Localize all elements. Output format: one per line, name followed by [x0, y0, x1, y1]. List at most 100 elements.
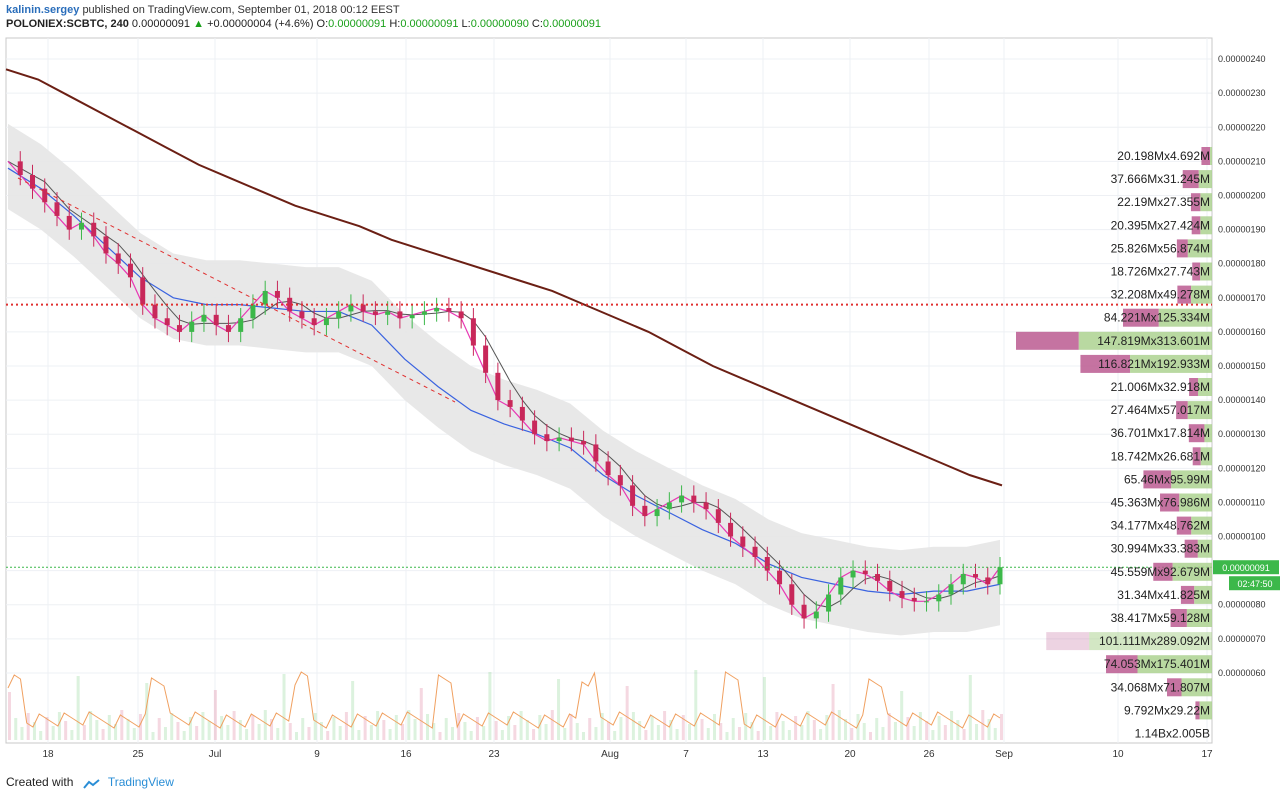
candle-body [752, 546, 758, 557]
x-tick-label: 25 [132, 749, 144, 760]
volume-bar [282, 674, 286, 740]
volume-profile-bar-buy [1194, 585, 1212, 604]
volume-profile-label: 101.111Mx289.092M [1099, 634, 1210, 648]
volume-bar [432, 723, 436, 740]
volume-bar [301, 718, 305, 740]
volume-bar [500, 730, 504, 740]
volume-bar [70, 730, 74, 740]
x-tick-label: 20 [844, 749, 856, 760]
candle-body [875, 574, 881, 581]
volume-bar [925, 721, 929, 740]
candle-body [679, 495, 685, 503]
volume-profile-bar-sell [1180, 585, 1195, 604]
x-tick-label: Jul [209, 749, 222, 760]
volume-bar [881, 727, 885, 740]
volume-bar [719, 723, 723, 740]
tradingview-link[interactable]: TradingView [107, 775, 174, 789]
volume-profile-bar-sell [1192, 447, 1201, 466]
candle-body [42, 188, 48, 203]
candle-body [446, 308, 452, 312]
x-tick-label: 18 [42, 749, 54, 760]
volume-profile-label: 32.208Mx49.278M [1111, 288, 1210, 302]
volume-bar [388, 729, 392, 740]
volume-bar [950, 711, 954, 740]
candle-body [397, 311, 403, 319]
volume-bar [170, 713, 174, 740]
volume-bar [694, 670, 698, 740]
candle-body [973, 574, 979, 578]
low-label: L: [461, 18, 471, 30]
volume-bar [238, 720, 242, 740]
volume-profile-bar-sell [1195, 701, 1200, 720]
publish-info: published on TradingView.com, September … [82, 4, 400, 16]
volume-profile-label: 21.006Mx32.918M [1111, 380, 1210, 394]
volume-profile-bar-sell [1177, 285, 1192, 304]
volume-profile-bar-buy [1198, 170, 1212, 189]
volume-bar [975, 724, 979, 740]
volume-bar [89, 711, 93, 740]
volume-bar [569, 714, 573, 740]
volume-profile-bar-buy [1158, 308, 1212, 327]
y-tick-label: 0.00000210 [1218, 156, 1266, 166]
volume-bar [369, 725, 373, 740]
volume-profile-bar-sell [1188, 424, 1205, 443]
candle-body [568, 437, 574, 442]
symbol-legend: POLONIEX:SCBTC, 240 0.00000091 ▲ +0.0000… [6, 18, 601, 30]
candle-body [409, 314, 415, 319]
volume-bar [762, 677, 766, 740]
volume-bar [145, 683, 149, 740]
volume-bar [407, 710, 411, 740]
volume-bar [245, 729, 249, 740]
volume-bar [394, 715, 398, 740]
volume-bar [794, 716, 798, 740]
volume-bar [132, 728, 136, 740]
last-price: 0.00000091 [131, 18, 191, 30]
volume-profile-bar-buy [1137, 655, 1212, 674]
volume-profile-label: 31.34Mx41.825M [1117, 588, 1210, 602]
candle-body [581, 441, 587, 445]
volume-bar [737, 727, 741, 740]
candle-body [17, 161, 23, 176]
volume-bar [931, 730, 935, 740]
candle-body [850, 570, 856, 578]
volume-bar [207, 721, 211, 740]
high-value: 0.00000091 [400, 18, 459, 30]
y-tick-label: 0.00000190 [1218, 225, 1266, 235]
up-arrow-icon: ▲ [193, 18, 204, 30]
volume-bar [45, 717, 49, 740]
author-name[interactable]: kalinin.sergey [6, 4, 80, 16]
volume-bar [688, 724, 692, 740]
volume-bar [226, 725, 230, 740]
x-tick-label: 9 [314, 749, 320, 760]
candle-body [691, 495, 697, 503]
volume-bar [457, 713, 461, 740]
volume-bar [812, 720, 816, 740]
candle-body [225, 325, 231, 332]
volume-profile-bar-buy [1198, 378, 1212, 396]
volume-bar [588, 718, 592, 740]
volume-profile-bar-buy [1078, 331, 1212, 350]
candle-body [911, 597, 917, 602]
volume-bar [176, 722, 180, 740]
volume-bar [8, 692, 11, 740]
volume-bar [868, 732, 872, 740]
candle-body [336, 311, 342, 319]
volume-bar [419, 688, 423, 740]
symbol-label: POLONIEX:SCBTC, 240 [6, 18, 129, 30]
candle-body [789, 584, 795, 605]
y-tick-label: 0.00000170 [1218, 293, 1266, 303]
volume-profile-bar-buy [1200, 193, 1212, 212]
candle-body [66, 215, 72, 230]
volume-profile-bar-buy [1186, 609, 1212, 627]
volume-bar [95, 720, 99, 740]
volume-bar [937, 716, 941, 740]
plot-frame [5, 37, 1213, 744]
volume-profile-label: 25.826Mx56.874M [1111, 241, 1210, 255]
volume-bar [725, 732, 729, 740]
trend-line [17, 177, 456, 403]
volume-profile-label: 20.198Mx4.692M [1117, 149, 1210, 163]
footer: Created with TradingView [6, 775, 174, 789]
volume-profile-label: 22.19Mx27.355M [1117, 195, 1210, 209]
candle-body [115, 253, 121, 264]
